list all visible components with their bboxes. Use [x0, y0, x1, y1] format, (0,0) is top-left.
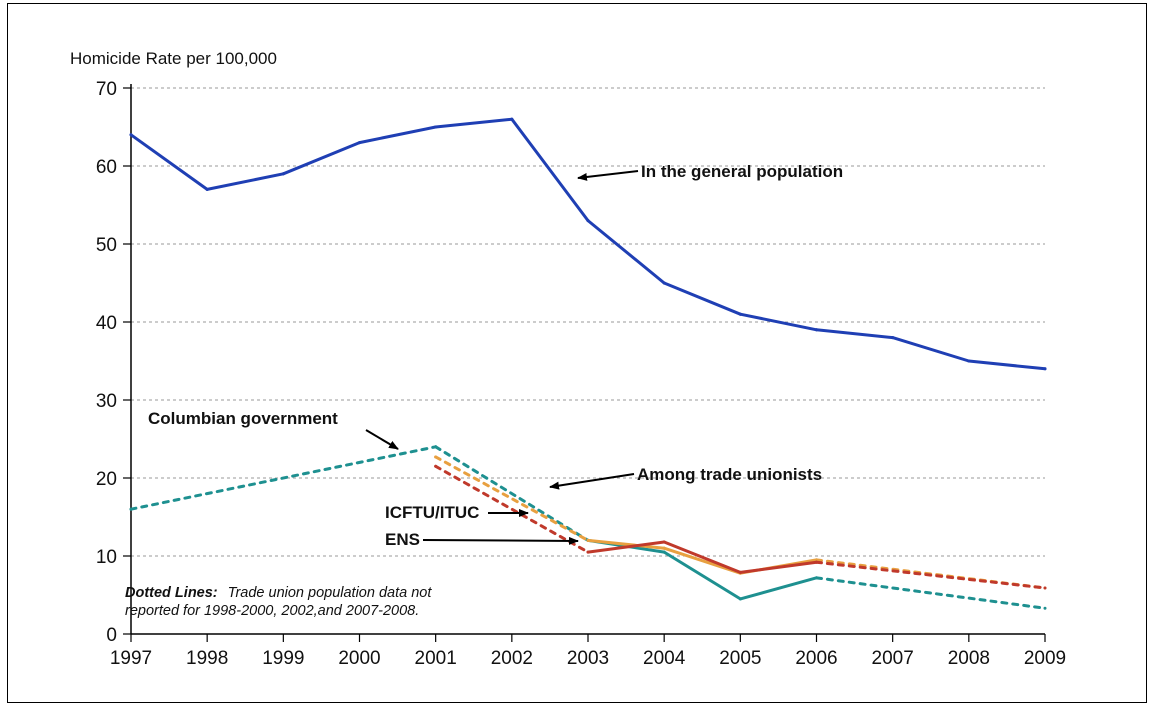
- x-tick-label-2004: 2004: [643, 648, 686, 669]
- x-tick-label-2006: 2006: [795, 648, 837, 669]
- annotation-general-population: In the general population: [641, 162, 843, 181]
- y-tick-label-40: 40: [96, 313, 117, 334]
- x-tick-label-2005: 2005: [719, 648, 761, 669]
- series-icftu-ituc-segment-2: [662, 546, 742, 575]
- series-icftu-ituc-segment-0: [434, 455, 590, 542]
- series-in-the-general-population-segment-9: [815, 328, 895, 340]
- arrow-ens: [422, 536, 579, 545]
- series-columbian-government-segment-3: [662, 550, 742, 601]
- series-ens-point-3: [738, 570, 742, 574]
- series-icftu-ituc-point-1: [586, 538, 590, 542]
- x-tick-label-1999: 1999: [262, 648, 304, 669]
- series-columbian-government-point-5: [815, 576, 818, 580]
- series-in-the-general-population-point-4: [434, 125, 438, 129]
- series-ens-point-4: [815, 560, 818, 564]
- series-columbian-government-point-6: [1043, 606, 1047, 610]
- series-in-the-general-population-point-2: [281, 172, 285, 176]
- x-tick-label-1998: 1998: [186, 648, 228, 669]
- x-tick-label-2002: 2002: [491, 648, 533, 669]
- series-in-the-general-population-segment-6: [586, 219, 666, 285]
- y-tick-label-70: 70: [96, 79, 117, 100]
- x-tick-label-1997: 1997: [110, 648, 152, 669]
- series-in-the-general-population-segment-7: [662, 281, 742, 316]
- series-in-the-general-population-point-5: [510, 117, 514, 121]
- footnote-text-1: Trade union population data not: [228, 585, 433, 601]
- series-in-the-general-population-point-11: [967, 359, 971, 363]
- y-tick-label-20: 20: [96, 469, 117, 490]
- series-in-the-general-population-segment-8: [738, 312, 818, 332]
- series-in-the-general-population-point-6: [586, 219, 590, 223]
- series-in-the-general-population-segment-0: [129, 133, 209, 191]
- series-icftu-ituc-point-0: [434, 455, 438, 459]
- x-tick-label-2003: 2003: [567, 648, 609, 669]
- y-tick-label-60: 60: [96, 157, 117, 178]
- series-in-the-general-population-segment-3: [358, 125, 438, 145]
- y-axis-title: Homicide Rate per 100,000: [70, 49, 277, 68]
- series-columbian-government-segment-4: [738, 576, 818, 601]
- series-columbian-government-point-0: [129, 507, 133, 511]
- series-in-the-general-population-segment-11: [967, 359, 1047, 371]
- x-tick-label-2008: 2008: [948, 648, 990, 669]
- footnote-label: Dotted Lines:: [125, 585, 218, 601]
- series-ens-segment-4: [815, 560, 1047, 590]
- series-in-the-general-population-point-8: [738, 312, 742, 316]
- footnote-line-1: Dotted Lines: Trade union population dat…: [125, 585, 432, 601]
- series-ens-point-5: [1043, 586, 1047, 590]
- series-columbian-government-point-4: [738, 597, 742, 601]
- series-in-the-general-population-point-0: [129, 133, 133, 137]
- annotation-trade-unionists: Among trade unionists: [637, 465, 822, 484]
- series-in-the-general-population-point-7: [662, 281, 666, 285]
- y-tick-label-30: 30: [96, 391, 117, 412]
- series-columbian-government-segment-0: [129, 445, 438, 511]
- footnote-line-2: reported for 1998-2000, 2002,and 2007-20…: [125, 603, 419, 619]
- y-tick-label-50: 50: [96, 235, 117, 256]
- arrow-general-population: [577, 170, 639, 181]
- arrow-trade-unionists: [549, 473, 635, 490]
- series-in-the-general-population-segment-10: [891, 336, 971, 363]
- series-columbian-government-segment-5: [815, 576, 1047, 610]
- annotation-ens: ENS: [385, 530, 420, 549]
- series-in-the-general-population-point-9: [815, 328, 818, 332]
- series-ens-segment-1: [586, 540, 666, 554]
- annotation-columbian-government: Columbian government: [148, 409, 338, 428]
- series-ens-point-2: [662, 540, 666, 544]
- series-in-the-general-population-segment-4: [434, 117, 514, 129]
- series-columbian-government-point-1: [434, 445, 438, 449]
- annotation-icftu-ituc: ICFTU/ITUC: [385, 503, 479, 522]
- series-icftu-ituc-point-4: [815, 558, 818, 562]
- series-ens-segment-2: [662, 540, 742, 574]
- series-ens-point-1: [586, 550, 590, 554]
- series-ens-segment-3: [738, 560, 818, 574]
- series-in-the-general-population-segment-1: [205, 172, 285, 191]
- x-tick-label-2000: 2000: [338, 648, 380, 669]
- series-in-the-general-population-segment-2: [281, 141, 361, 176]
- series-columbian-government-point-3: [662, 550, 666, 554]
- x-tick-label-2007: 2007: [872, 648, 914, 669]
- chart-frame: [7, 3, 1147, 703]
- series-in-the-general-population-point-3: [358, 141, 361, 145]
- series-in-the-general-population-segment-5: [510, 117, 590, 223]
- series-icftu-ituc-point-2: [662, 546, 666, 550]
- series-in-the-general-population-point-10: [891, 336, 895, 340]
- series-ens-point-0: [434, 464, 438, 468]
- y-tick-label-10: 10: [96, 547, 117, 568]
- y-tick-label-0: 0: [106, 625, 117, 646]
- x-tick-label-2009: 2009: [1024, 648, 1066, 669]
- x-tick-label-2001: 2001: [415, 648, 457, 669]
- series-in-the-general-population-point-1: [205, 187, 209, 191]
- series-icftu-ituc-segment-1: [586, 538, 666, 550]
- arrow-columbian-government: [365, 429, 399, 450]
- series-ens-segment-0: [434, 464, 590, 554]
- series-in-the-general-population-point-12: [1043, 367, 1047, 371]
